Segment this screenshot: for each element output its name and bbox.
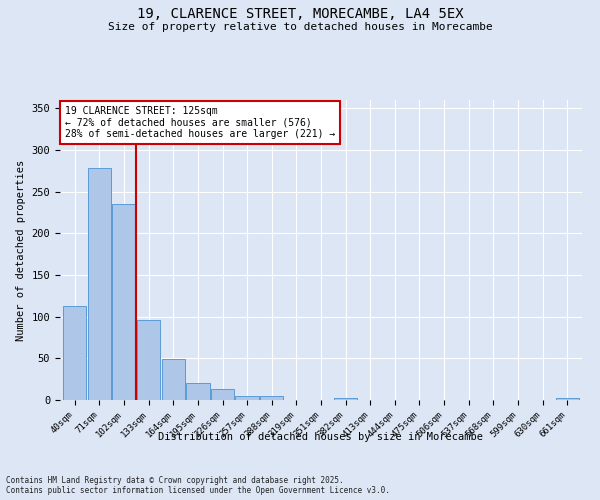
Bar xyxy=(88,168,111,400)
Text: Distribution of detached houses by size in Morecambe: Distribution of detached houses by size … xyxy=(158,432,484,442)
Y-axis label: Number of detached properties: Number of detached properties xyxy=(16,160,26,340)
Bar xyxy=(137,320,160,400)
Bar xyxy=(161,359,185,400)
Text: 19 CLARENCE STREET: 125sqm
← 72% of detached houses are smaller (576)
28% of sem: 19 CLARENCE STREET: 125sqm ← 72% of deta… xyxy=(65,106,335,139)
Text: Contains HM Land Registry data © Crown copyright and database right 2025.
Contai: Contains HM Land Registry data © Crown c… xyxy=(6,476,390,495)
Text: 19, CLARENCE STREET, MORECAMBE, LA4 5EX: 19, CLARENCE STREET, MORECAMBE, LA4 5EX xyxy=(137,8,463,22)
Bar xyxy=(260,396,283,400)
Bar xyxy=(63,306,86,400)
Bar xyxy=(334,398,358,400)
Bar xyxy=(186,382,209,400)
Bar xyxy=(235,396,259,400)
Text: Size of property relative to detached houses in Morecambe: Size of property relative to detached ho… xyxy=(107,22,493,32)
Bar xyxy=(112,204,136,400)
Bar xyxy=(556,398,579,400)
Bar xyxy=(211,389,234,400)
